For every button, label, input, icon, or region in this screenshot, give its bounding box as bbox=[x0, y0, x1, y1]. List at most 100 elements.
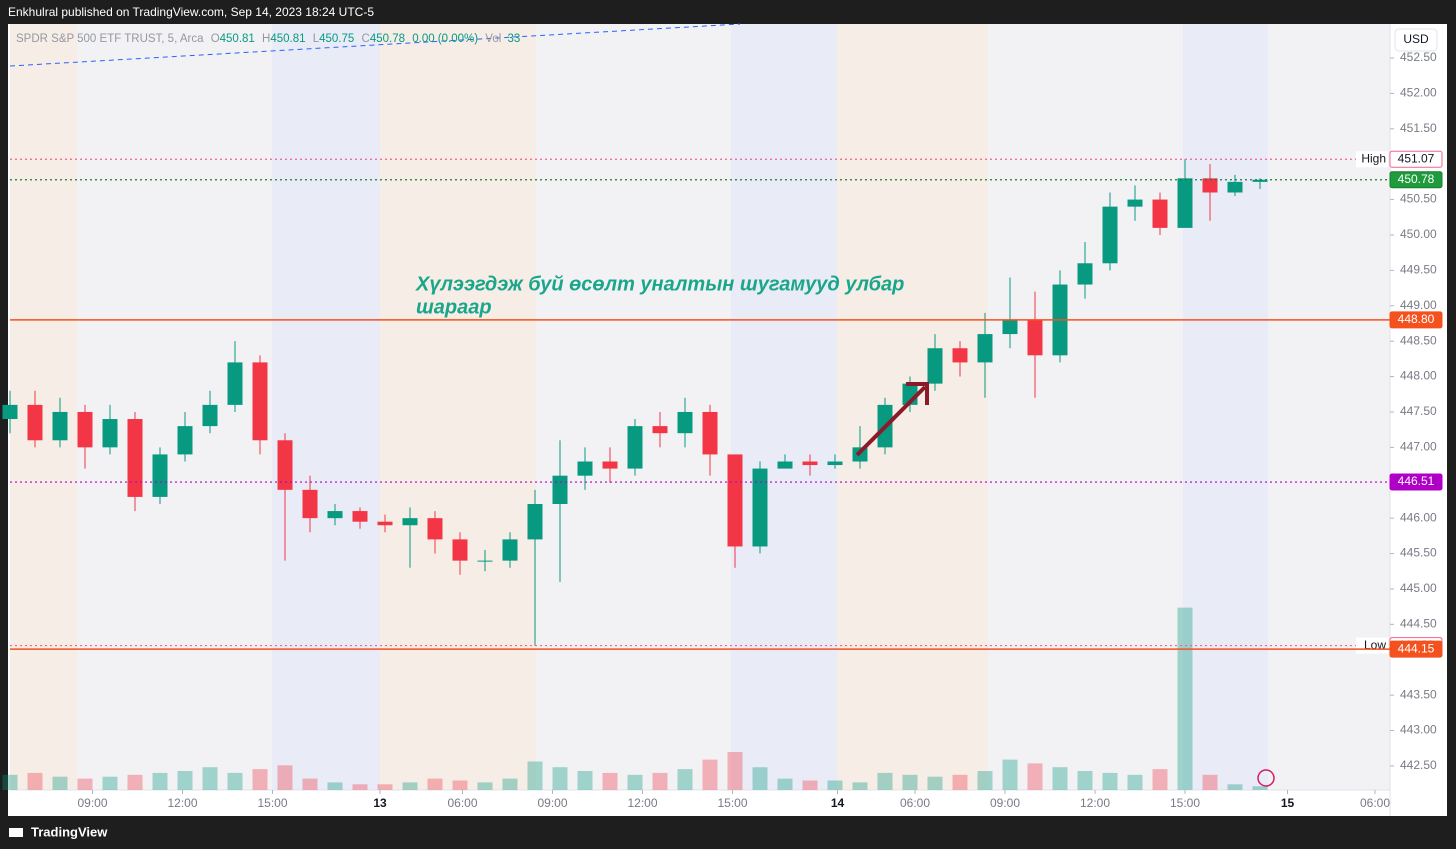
candle-body bbox=[427, 518, 443, 540]
candle-body bbox=[977, 334, 993, 363]
volume-bar bbox=[127, 774, 143, 790]
candle-body bbox=[102, 419, 118, 448]
y-tick-label: 449.00 bbox=[1400, 298, 1437, 312]
candle-body bbox=[477, 560, 493, 562]
x-tick-label: 06:00 bbox=[1360, 796, 1390, 810]
x-tick-label: 15:00 bbox=[257, 796, 287, 810]
volume-bar bbox=[402, 782, 418, 790]
price-label: 446.51 bbox=[1398, 474, 1435, 488]
annotation: шараар bbox=[416, 296, 492, 318]
volume-bar bbox=[377, 784, 393, 790]
legend-value: 450.75 bbox=[319, 33, 354, 45]
candle-body bbox=[527, 503, 543, 540]
x-tick-label: 12:00 bbox=[1080, 796, 1110, 810]
candle-body bbox=[352, 511, 368, 522]
candle-body bbox=[202, 404, 218, 427]
volume-bar bbox=[777, 778, 793, 790]
candle-body bbox=[927, 348, 943, 384]
candle-body bbox=[752, 468, 768, 547]
x-tick-label: 15 bbox=[1281, 796, 1295, 810]
band bbox=[731, 24, 837, 790]
volume-bar bbox=[927, 776, 943, 790]
volume-bar bbox=[977, 771, 993, 790]
y-tick-label: 446.00 bbox=[1400, 510, 1437, 524]
arrow-head bbox=[906, 382, 929, 405]
candle-body bbox=[1227, 181, 1243, 193]
brand: TradingView bbox=[31, 824, 108, 839]
volume-bar bbox=[627, 774, 643, 790]
band bbox=[837, 24, 988, 790]
legend-value: 450.78 bbox=[370, 33, 405, 45]
volume-bar bbox=[352, 784, 368, 790]
candle-body bbox=[727, 454, 743, 547]
candle-body bbox=[302, 489, 318, 519]
legend-key: H bbox=[262, 33, 270, 45]
x-tick-label: 15:00 bbox=[717, 796, 747, 810]
candle-body bbox=[1002, 319, 1018, 335]
candle-body bbox=[177, 426, 193, 455]
y-tick-label: 451.50 bbox=[1400, 121, 1437, 135]
volume-bar bbox=[52, 776, 68, 790]
price-label-box bbox=[1389, 171, 1443, 189]
candle-body bbox=[402, 518, 418, 526]
volume-bar bbox=[727, 752, 743, 790]
x-tick-label: 06:00 bbox=[447, 796, 477, 810]
candle-body bbox=[1077, 263, 1093, 285]
price-label-box bbox=[1389, 473, 1443, 491]
candle-body bbox=[1027, 319, 1043, 356]
volume-bar bbox=[1002, 759, 1018, 790]
volume-bar bbox=[502, 778, 518, 790]
candle-body bbox=[652, 426, 668, 434]
x-tick-label: 09:00 bbox=[537, 796, 567, 810]
band bbox=[1183, 24, 1268, 790]
logo bbox=[9, 828, 23, 837]
volume-bar bbox=[2, 774, 18, 790]
candle-body bbox=[77, 411, 93, 448]
band bbox=[10, 24, 1390, 790]
band bbox=[380, 24, 536, 790]
logo-mark bbox=[9, 828, 23, 837]
currency[interactable]: USD bbox=[1403, 32, 1429, 46]
legend-value: 33 bbox=[508, 33, 521, 45]
candle-body bbox=[1127, 199, 1143, 207]
volume-bar bbox=[752, 767, 768, 790]
x-tick-label: 09:00 bbox=[77, 796, 107, 810]
volume-bar bbox=[227, 772, 243, 790]
candle-body bbox=[1202, 178, 1218, 193]
y-tick-label: 443.00 bbox=[1400, 723, 1437, 737]
legend-key: Vol bbox=[485, 33, 501, 45]
candle-body bbox=[502, 539, 518, 561]
y-tick-label: 449.50 bbox=[1400, 263, 1437, 277]
trend-line bbox=[9, 23, 741, 67]
volume-bar bbox=[252, 769, 268, 790]
volume-bar bbox=[1102, 772, 1118, 790]
candle-body bbox=[802, 461, 818, 466]
candle-body bbox=[127, 419, 143, 497]
legend-change: 0.00 (0.00%) bbox=[412, 33, 478, 45]
candle-body bbox=[627, 426, 643, 469]
y-tick-label: 447.50 bbox=[1400, 404, 1437, 418]
candle-body bbox=[52, 411, 68, 441]
price-tag: Low bbox=[1364, 638, 1386, 652]
currency-button[interactable] bbox=[1394, 28, 1438, 52]
legend: SPDR S&P 500 ETF TRUST, 5, Arca O450.81 … bbox=[16, 33, 520, 45]
candle-body bbox=[1177, 178, 1193, 228]
candle-body bbox=[1102, 206, 1118, 264]
candle-body bbox=[27, 404, 43, 441]
candle-body bbox=[252, 362, 268, 441]
candle-body bbox=[327, 511, 343, 519]
publisher: Enkhulral published on TradingView.com, … bbox=[8, 5, 374, 19]
band bbox=[10, 24, 77, 790]
annotation: Хүлээгдэж буй өсөлт уналтын шугамууд улб… bbox=[415, 273, 904, 295]
candle-body bbox=[2, 404, 18, 420]
volume-bar bbox=[602, 772, 618, 790]
x-tick-label: 12:00 bbox=[627, 796, 657, 810]
volume-bar bbox=[1252, 786, 1268, 790]
price-label-box bbox=[1389, 150, 1443, 168]
volume-bar bbox=[452, 780, 468, 790]
event-icon[interactable] bbox=[1257, 769, 1275, 787]
volume-bar bbox=[477, 782, 493, 790]
candle-body bbox=[677, 411, 693, 434]
